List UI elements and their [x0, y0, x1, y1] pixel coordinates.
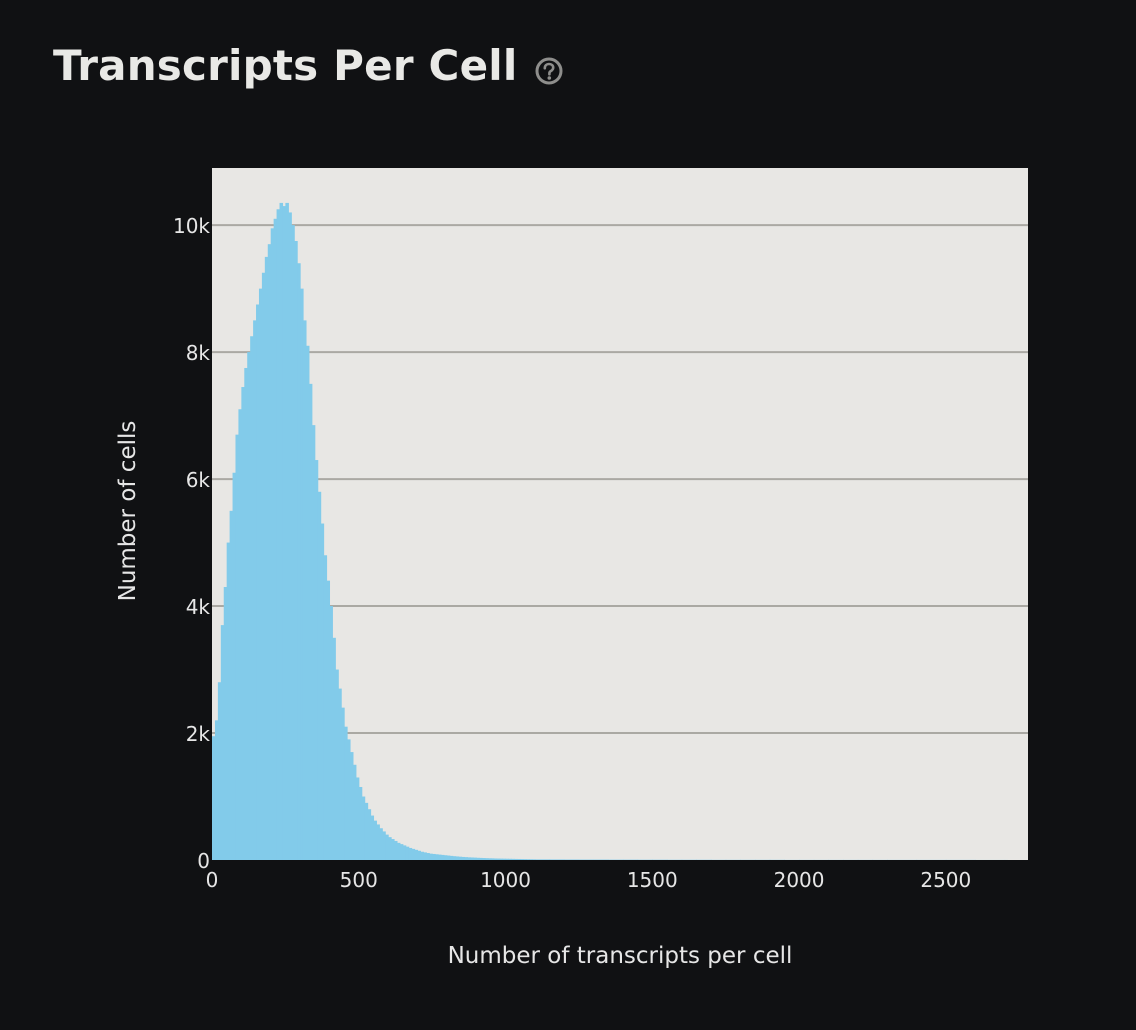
x-axis-ticks: 0 500 1000 1500 2000 2500: [206, 868, 972, 892]
y-tick-label: 2k: [186, 722, 211, 746]
x-tick-label: 2000: [774, 868, 825, 892]
x-tick-label: 1000: [480, 868, 531, 892]
y-tick-label: 8k: [186, 341, 211, 365]
histogram-bar: [550, 859, 565, 860]
x-tick-label: 2500: [920, 868, 971, 892]
y-tick-label: 6k: [186, 468, 211, 492]
x-tick-label: 500: [340, 868, 378, 892]
x-axis-label: Number of transcripts per cell: [448, 943, 793, 969]
x-tick-label: 1500: [627, 868, 678, 892]
y-tick-label: 10k: [173, 214, 210, 238]
histogram-bar: [564, 859, 579, 860]
y-axis-label: Number of cells: [115, 421, 141, 602]
y-tick-label: 4k: [186, 595, 211, 619]
histogram-bar: [535, 859, 550, 860]
x-tick-label: 0: [206, 868, 219, 892]
